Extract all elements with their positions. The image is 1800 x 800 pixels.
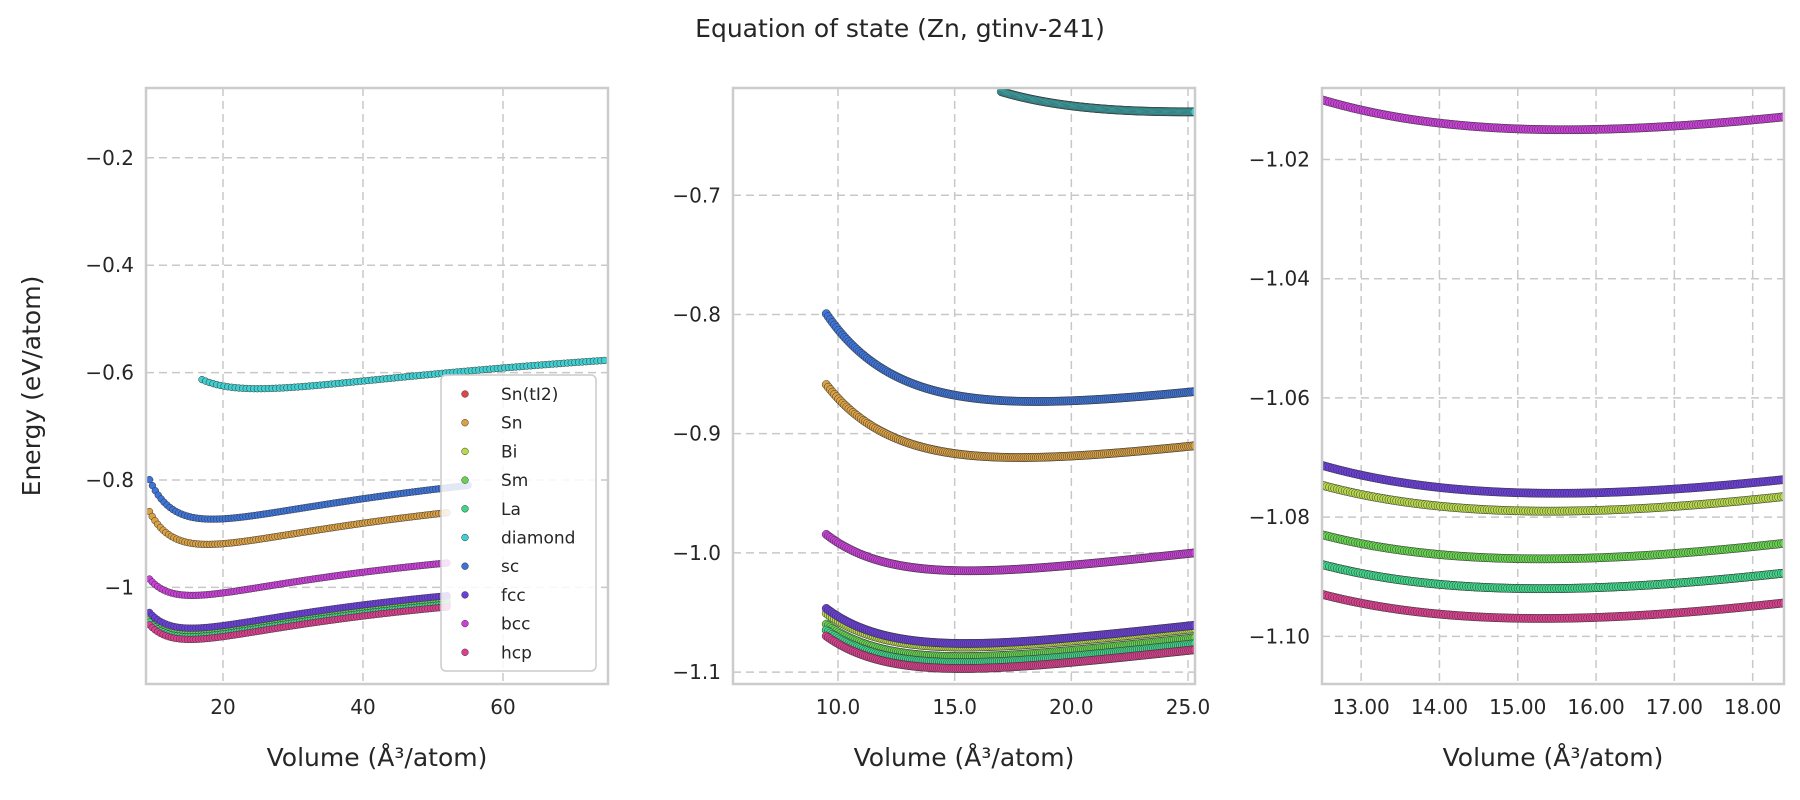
- x-tick-label: 10.0: [816, 695, 861, 719]
- y-tick-label: −0.8: [85, 468, 134, 492]
- series-Sn: [821, 380, 1195, 462]
- y-tick-label: −1.1: [672, 660, 721, 684]
- series-bcc: [1322, 95, 1784, 135]
- series-La: [1322, 560, 1784, 594]
- legend-label: bcc: [501, 615, 530, 635]
- legend-label: Sn: [501, 414, 523, 434]
- legend-label: sc: [501, 557, 519, 577]
- points-layer: [1322, 95, 1784, 623]
- series-diamond: [996, 88, 1195, 117]
- legend-marker: [461, 562, 469, 570]
- y-tick-label: −1: [105, 575, 134, 599]
- legend-label: Bi: [501, 442, 517, 462]
- series-Bi: [1322, 480, 1784, 516]
- x-axis-label: Volume (Å³/atom): [854, 743, 1075, 772]
- legend-marker: [461, 505, 469, 513]
- series-Sm: [146, 597, 451, 638]
- axes-frame: [144, 86, 610, 686]
- y-tick-label: −0.7: [672, 183, 721, 207]
- legend-label: fcc: [501, 586, 526, 606]
- legend-marker: [461, 390, 469, 398]
- legend-marker: [461, 648, 469, 656]
- y-tick-label: −1.10: [1249, 624, 1310, 648]
- series-Sm: [1322, 530, 1784, 564]
- axes-frame: [731, 86, 1197, 686]
- y-tick-label: −0.2: [85, 146, 134, 170]
- x-tick-label: 15.0: [932, 695, 977, 719]
- series-bcc: [821, 530, 1195, 576]
- figure-title: Equation of state (Zn, gtinv-241): [695, 14, 1105, 43]
- axes-frame: [1320, 86, 1786, 686]
- y-tick-label: −1.02: [1249, 148, 1310, 172]
- legend-marker: [461, 591, 469, 599]
- y-tick-label: −1.04: [1249, 267, 1310, 291]
- x-tick-label: 17.00: [1646, 695, 1703, 719]
- x-tick-label: 40: [350, 695, 375, 719]
- series-diamond: [198, 356, 608, 393]
- y-tick-label: −0.4: [85, 253, 134, 277]
- legend-label: Sn(tI2): [501, 385, 558, 405]
- series-hcp: [1322, 589, 1784, 623]
- panel-2: 10.0 15.0 20.0 25.0 −1.1 −1.0 −0.9 −0.8 −0.7 Volu…: [672, 86, 1211, 772]
- legend-label: hcp: [501, 643, 532, 663]
- series-fcc: [1322, 460, 1784, 498]
- series-hcp: [821, 631, 1195, 673]
- legend: Sn(tI2) Sn Bi Sm La diamond sc fcc bcc hcp: [440, 374, 597, 672]
- y-tick-label: −0.8: [672, 302, 721, 326]
- legend-label: diamond: [501, 529, 575, 549]
- y-tick-label: −1.0: [672, 541, 721, 565]
- x-tick-label: 13.00: [1333, 695, 1390, 719]
- series-sc: [821, 309, 1195, 406]
- x-tick-label: 14.00: [1411, 695, 1468, 719]
- x-tick-label: 20: [210, 695, 235, 719]
- legend-label: La: [501, 500, 521, 520]
- x-axis-label: Volume (Å³/atom): [267, 743, 488, 772]
- x-axis-label: Volume (Å³/atom): [1443, 743, 1664, 772]
- x-tick-label: 16.00: [1567, 695, 1624, 719]
- series-La: [146, 600, 451, 641]
- legend-label: Sm: [501, 471, 528, 491]
- panel-1: 20 40 60 −1 −0.8 −0.6 −0.4 −0.2 Volume (Å³/atom)…: [17, 86, 610, 772]
- y-tick-label: −0.6: [85, 361, 134, 385]
- legend-marker: [461, 476, 469, 484]
- series-hcp: [146, 603, 451, 644]
- legend-marker: [461, 619, 469, 628]
- panel-3: 13.00 14.00 15.00 16.00 17.00 18.00 −1.10 −1.08…: [1249, 86, 1786, 772]
- x-tick-label: 18.00: [1724, 695, 1781, 719]
- y-tick-label: −1.06: [1249, 386, 1310, 410]
- y-tick-label: −1.08: [1249, 505, 1310, 529]
- x-tick-label: 20.0: [1049, 695, 1094, 719]
- legend-marker: [461, 447, 469, 456]
- points-layer: [821, 88, 1195, 673]
- y-tick-label: −0.9: [672, 422, 721, 446]
- points-layer: [146, 356, 608, 644]
- x-tick-label: 15.00: [1489, 695, 1546, 719]
- legend-marker: [461, 419, 469, 427]
- y-axis-label: Energy (eV/atom): [17, 276, 46, 497]
- series-sc: [146, 475, 472, 523]
- x-tick-label: 25.0: [1166, 695, 1211, 719]
- series-fcc: [821, 604, 1195, 648]
- legend-marker: [461, 533, 469, 542]
- series-bcc: [146, 559, 451, 600]
- x-tick-label: 60: [490, 695, 515, 719]
